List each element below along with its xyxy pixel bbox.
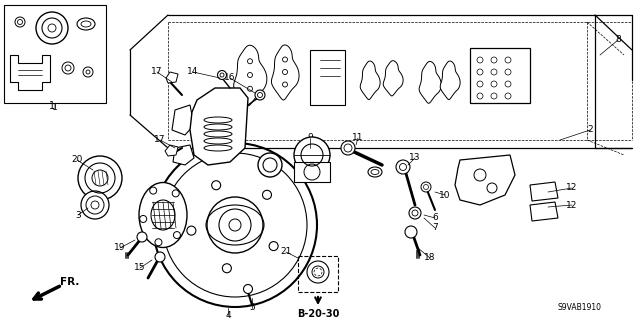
Polygon shape (530, 202, 558, 221)
Circle shape (294, 137, 330, 173)
Text: 20: 20 (71, 155, 83, 165)
Bar (4, 5, 106, 103)
Polygon shape (383, 61, 403, 96)
Circle shape (153, 143, 317, 307)
Circle shape (341, 141, 355, 155)
Text: FR.: FR. (60, 277, 80, 287)
Polygon shape (165, 145, 178, 156)
Text: 10: 10 (439, 190, 451, 199)
Circle shape (137, 232, 147, 242)
Text: 19: 19 (115, 243, 125, 253)
Polygon shape (440, 61, 460, 100)
Circle shape (81, 191, 109, 219)
Circle shape (405, 226, 417, 238)
Polygon shape (360, 61, 380, 100)
Polygon shape (190, 88, 248, 165)
Text: 17: 17 (151, 68, 163, 77)
Polygon shape (172, 105, 194, 135)
Text: 9: 9 (307, 133, 313, 143)
Circle shape (258, 153, 282, 177)
Circle shape (396, 160, 410, 174)
Circle shape (409, 207, 421, 219)
Text: 14: 14 (188, 68, 198, 77)
Text: 13: 13 (409, 153, 420, 162)
Text: 2: 2 (587, 125, 593, 135)
Circle shape (155, 252, 165, 262)
Text: 7: 7 (432, 224, 438, 233)
Ellipse shape (368, 167, 382, 177)
Bar (298, 256, 338, 292)
Polygon shape (419, 61, 441, 103)
Polygon shape (530, 182, 558, 201)
Text: S9VAB1910: S9VAB1910 (558, 303, 602, 313)
Polygon shape (234, 45, 267, 106)
Text: 1: 1 (49, 101, 55, 111)
Bar (294, 162, 330, 182)
Text: 8: 8 (615, 35, 621, 44)
Text: 12: 12 (566, 183, 578, 192)
Text: 6: 6 (432, 213, 438, 222)
Bar (470, 48, 530, 103)
Polygon shape (271, 45, 299, 100)
Polygon shape (166, 72, 178, 83)
Text: 12: 12 (566, 201, 578, 210)
Text: 3: 3 (75, 211, 81, 219)
Text: 4: 4 (225, 310, 231, 319)
Polygon shape (455, 155, 515, 205)
Circle shape (243, 285, 253, 293)
Bar (310, 50, 345, 105)
Text: 16: 16 (224, 73, 236, 83)
Text: 21: 21 (280, 248, 292, 256)
Circle shape (255, 90, 265, 100)
Text: B-20-30: B-20-30 (297, 309, 339, 319)
Circle shape (218, 70, 227, 79)
Text: 5: 5 (249, 303, 255, 313)
Text: 18: 18 (424, 254, 436, 263)
Text: 15: 15 (134, 263, 146, 272)
Text: 17: 17 (154, 136, 166, 145)
Polygon shape (173, 145, 194, 165)
Circle shape (307, 261, 329, 283)
Text: 1: 1 (52, 103, 58, 113)
Text: 11: 11 (352, 133, 364, 143)
Circle shape (78, 156, 122, 200)
Circle shape (421, 182, 431, 192)
Ellipse shape (139, 182, 187, 248)
